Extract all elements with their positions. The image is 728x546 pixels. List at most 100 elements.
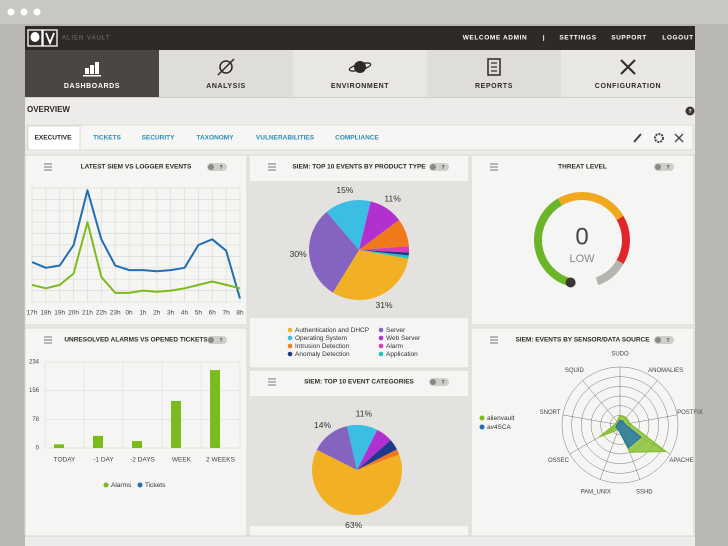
tab[interactable]: EXECUTIVE	[35, 135, 73, 142]
tab[interactable]: VULNERABILITIES	[256, 135, 315, 142]
toggle-knob[interactable]	[655, 337, 661, 343]
toggle-knob[interactable]	[208, 164, 214, 170]
legend-marker	[378, 327, 384, 333]
toggle-help[interactable]: ?	[219, 338, 222, 344]
toggle-knob[interactable]	[208, 337, 214, 343]
logo-v	[45, 32, 55, 46]
panel	[470, 154, 695, 326]
nav-icon	[85, 68, 89, 74]
pie-slice	[359, 201, 400, 250]
gauge-label: LOW	[569, 253, 595, 265]
legend-label: Tickets	[145, 482, 166, 489]
pie-slice	[359, 220, 409, 250]
legend-label: Authentication and DHCP	[295, 327, 369, 334]
pie-slice	[359, 250, 409, 256]
header-link[interactable]: WELCOME ADMIN	[463, 35, 528, 42]
edit-icon[interactable]	[633, 133, 642, 143]
x-tick-label: 2h	[153, 310, 161, 317]
y-tick-label: 234	[29, 360, 40, 366]
panel-title: THREAT LEVEL	[558, 164, 607, 171]
nav-label[interactable]: CONFIGURATION	[595, 83, 661, 90]
legend-marker	[137, 482, 143, 488]
x-tick-label: 23h	[110, 310, 121, 317]
legend-label: av4SCA	[487, 424, 512, 431]
settings-icon[interactable]	[654, 133, 664, 143]
nav-tab[interactable]	[427, 50, 561, 97]
tab[interactable]: TAXONOMY	[196, 135, 234, 142]
help-icon[interactable]	[685, 106, 695, 116]
nav-icon	[620, 59, 636, 75]
y-tick-label: 78	[32, 417, 39, 423]
legend-marker	[378, 343, 384, 349]
legend-label: Web Server	[386, 335, 421, 342]
tab[interactable]: SECURITY	[142, 135, 176, 142]
toggle-help[interactable]: ?	[441, 380, 444, 386]
radar-area	[615, 419, 642, 449]
x-tick-label: 20h	[68, 310, 79, 317]
nav-label[interactable]: DASHBOARDS	[64, 83, 120, 90]
gauge-pointer	[565, 277, 576, 288]
nav-icon	[219, 60, 233, 74]
bar	[54, 444, 64, 448]
pie-slice	[357, 449, 400, 470]
nav-label[interactable]: ENVIRONMENT	[331, 83, 389, 90]
nav-label[interactable]: REPORTS	[475, 83, 513, 90]
nav-tab[interactable]	[561, 50, 695, 97]
line-series	[31, 221, 241, 294]
gauge-arc	[616, 216, 630, 264]
data-label: 31%	[375, 300, 392, 310]
radar-spoke	[582, 380, 621, 426]
legend-label: Server	[386, 327, 406, 334]
help-icon-text[interactable]: ?	[688, 109, 692, 115]
toggle-help[interactable]: ?	[441, 165, 444, 171]
panel-title: SIEM: EVENTS BY SENSOR/DATA SOURCE	[515, 337, 650, 344]
x-tick-label: -1 DAY	[93, 457, 114, 464]
pie-slice	[316, 426, 357, 470]
pie-slice	[332, 250, 409, 300]
legend-label: Alarm	[386, 343, 403, 350]
bar	[210, 370, 220, 448]
pie-slice	[312, 449, 402, 516]
nav-icon	[487, 58, 501, 76]
toggle-help[interactable]: ?	[219, 165, 222, 171]
gauge-arc	[595, 259, 624, 286]
panel-title: UNRESOLVED ALARMS VS OPENED TICKETS	[64, 337, 208, 344]
gauge-arc	[534, 198, 572, 287]
legend-marker	[287, 351, 293, 357]
data-label: 30%	[290, 249, 307, 259]
nav-icon	[95, 62, 99, 74]
window-dot	[20, 8, 28, 16]
nav-icon	[348, 62, 372, 72]
toggle-knob[interactable]	[430, 379, 436, 385]
nav-label[interactable]: ANALYSIS	[206, 83, 246, 90]
header-link[interactable]: LOGOUT	[662, 35, 693, 42]
x-tick-label: 22h	[96, 310, 107, 317]
axis-label: SUDO	[611, 352, 629, 358]
toggle-help[interactable]: ?	[666, 165, 669, 171]
tab[interactable]: TICKETS	[93, 135, 121, 142]
collapse-icon[interactable]	[674, 133, 684, 143]
y-tick-label: 0	[36, 446, 40, 452]
tab-row	[26, 124, 694, 151]
toggle-help[interactable]: ?	[666, 338, 669, 344]
legend-label: Anomaly Detection	[295, 351, 350, 358]
header-link[interactable]: SETTINGS	[559, 35, 596, 42]
toggle-knob[interactable]	[430, 164, 436, 170]
radar-spoke	[599, 424, 621, 480]
data-label: 11%	[384, 193, 401, 203]
brand: ALIEN VAULT	[62, 36, 110, 42]
data-label: 15%	[336, 185, 353, 195]
x-tick-label: WEEK	[172, 457, 192, 464]
x-tick-label: 18h	[40, 310, 51, 317]
axis-label: ANOMALIES	[648, 368, 683, 374]
toggle-knob[interactable]	[655, 164, 661, 170]
x-tick-label: 6h	[209, 310, 217, 317]
x-tick-label: 1h	[139, 310, 147, 317]
header-link[interactable]: SUPPORT	[611, 35, 647, 42]
legend-marker	[287, 343, 293, 349]
nav-tab[interactable]	[293, 50, 427, 97]
tab-active[interactable]	[27, 125, 81, 151]
tab[interactable]: COMPLIANCE	[335, 135, 379, 142]
data-label: 14%	[314, 420, 331, 430]
